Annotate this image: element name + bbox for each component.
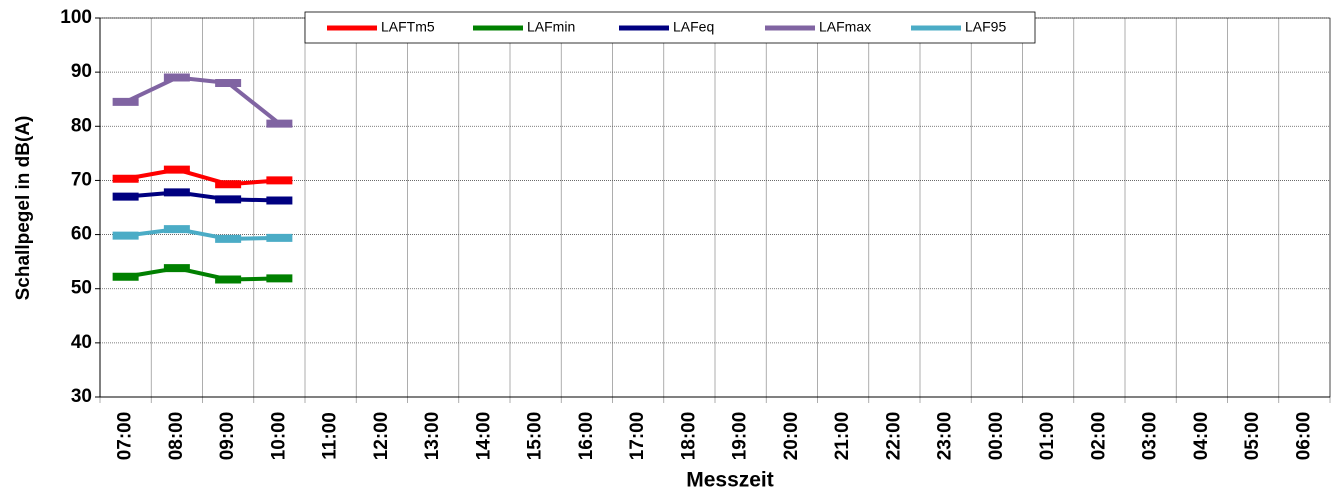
x-tick-label: 13:00 — [422, 412, 443, 461]
x-tick-label: 15:00 — [525, 412, 546, 461]
x-tick-label: 10:00 — [268, 412, 289, 461]
legend-label: LAFTm5 — [381, 19, 435, 35]
x-tick-label: 00:00 — [986, 412, 1007, 461]
legend-label: LAFmax — [819, 19, 871, 35]
y-tick-label: 40 — [71, 332, 92, 353]
x-tick-label: 20:00 — [781, 412, 802, 461]
y-tick-label: 50 — [71, 278, 92, 299]
x-tick-label: 11:00 — [320, 412, 341, 460]
y-axis-title: Schallpegel in dB(A) — [13, 116, 34, 301]
series-line — [125, 266, 280, 282]
y-tick-label: 70 — [71, 169, 92, 190]
series-line — [124, 75, 281, 126]
x-tick-label: 01:00 — [1037, 412, 1058, 461]
series-line — [125, 190, 280, 203]
x-tick-label: 18:00 — [678, 412, 699, 461]
x-tick-label: 08:00 — [166, 412, 187, 461]
x-tick-label: 09:00 — [217, 412, 238, 461]
x-tick-label: 19:00 — [730, 412, 751, 461]
x-tick-label: 06:00 — [1293, 412, 1314, 461]
x-tick-label: 07:00 — [115, 412, 136, 461]
x-tick-label: 14:00 — [473, 412, 494, 461]
x-tick-label: 03:00 — [1140, 412, 1161, 461]
x-tick-label: 12:00 — [371, 412, 392, 461]
x-tick-label: 17:00 — [627, 412, 648, 461]
legend-label: LAFmin — [527, 19, 575, 35]
y-tick-label: 30 — [71, 386, 92, 407]
legend-label: LAFeq — [673, 19, 714, 35]
legend-label: LAF95 — [965, 19, 1006, 35]
x-tick-label: 22:00 — [883, 412, 904, 461]
series-line — [125, 227, 280, 241]
x-tick-label: 23:00 — [935, 412, 956, 461]
legend: LAFTm5 LAFmin LAFeq LAFmax LAF95 — [304, 11, 1036, 44]
x-axis-title: Messzeit — [686, 469, 774, 492]
x-tick-label: 16:00 — [576, 412, 597, 461]
x-tick-label: 02:00 — [1088, 412, 1109, 461]
y-tick-label: 80 — [71, 115, 92, 136]
x-tick-label: 04:00 — [1191, 412, 1212, 461]
y-tick-label: 60 — [71, 224, 92, 245]
x-tick-label: 05:00 — [1242, 412, 1263, 461]
series-line — [125, 167, 280, 187]
x-tick-label: 21:00 — [832, 412, 853, 461]
y-tick-label: 100 — [60, 7, 92, 28]
y-tick-label: 90 — [71, 61, 92, 82]
